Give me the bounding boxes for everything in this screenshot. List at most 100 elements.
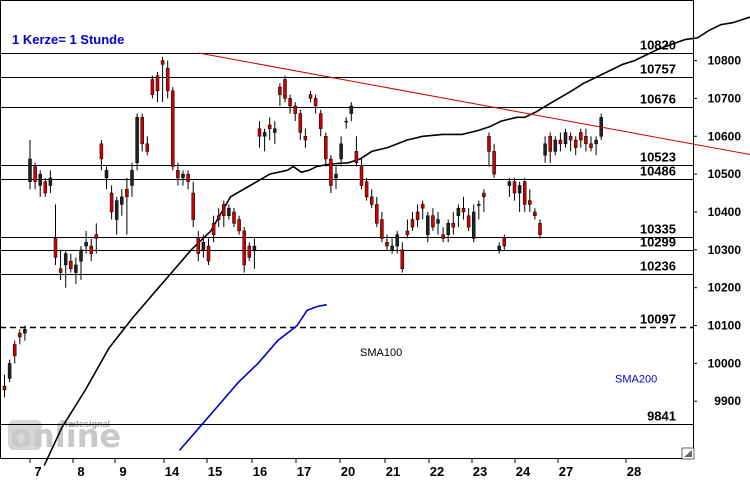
candle: [257, 121, 262, 148]
candle: [181, 170, 185, 186]
level-label-10299: 10299: [640, 235, 676, 250]
y-tick-label: 10300: [708, 243, 742, 257]
candle: [23, 325, 27, 341]
candle: [380, 211, 384, 243]
candle: [89, 238, 93, 262]
candle: [329, 155, 333, 194]
level-label-10757: 10757: [640, 62, 676, 77]
series-label-sma100: SMA100: [360, 347, 402, 359]
candle: [242, 227, 246, 273]
series-label-sma200: SMA200: [615, 373, 657, 385]
candle: [94, 223, 99, 254]
candle: [497, 242, 501, 254]
candle: [293, 102, 297, 122]
candle: [171, 87, 175, 171]
candle: [237, 215, 241, 235]
watermark-logo-text: online: [10, 417, 121, 455]
candle: [222, 200, 226, 228]
series-line-sma100: [43, 16, 750, 466]
y-tick-label: 9900: [714, 394, 741, 408]
x-tick-label: 28: [627, 464, 641, 479]
candle: [507, 177, 512, 197]
candle: [206, 238, 211, 265]
candle: [466, 208, 471, 231]
candle: [43, 177, 48, 197]
candle: [339, 136, 343, 167]
candle: [33, 162, 37, 190]
candle: [69, 253, 73, 273]
candle: [227, 204, 231, 220]
candle: [12, 340, 17, 364]
candle: [334, 166, 338, 190]
candle: [109, 185, 114, 220]
level-label-10236: 10236: [640, 259, 676, 274]
x-tick-label: 17: [297, 464, 311, 479]
candle: [471, 204, 476, 243]
candle: [410, 211, 415, 231]
candle: [451, 211, 456, 235]
candle: [308, 90, 313, 103]
y-tick-label: 10800: [708, 54, 742, 68]
level-label-10676: 10676: [640, 92, 676, 107]
x-tick-label: 20: [341, 464, 355, 479]
candle: [548, 132, 552, 163]
x-tick-label: 9: [119, 464, 126, 479]
candle: [400, 242, 405, 273]
corner-arrow-icon[interactable]: [681, 447, 695, 460]
candle: [247, 242, 252, 262]
series-line-sma200: [178, 303, 327, 451]
candle: [140, 113, 144, 152]
candle: [211, 215, 216, 243]
candle: [28, 140, 32, 190]
candle: [538, 219, 542, 239]
candle: [114, 196, 119, 235]
candle: [344, 117, 348, 129]
candle: [201, 234, 206, 258]
candle: [84, 230, 88, 254]
candle: [359, 158, 364, 190]
level-label-10335: 10335: [640, 222, 676, 237]
chart-subtitle: 1 Kerze= 1 Stunde: [12, 32, 124, 47]
candle: [589, 136, 593, 152]
y-tick-label: 10500: [708, 167, 742, 181]
candle: [232, 208, 236, 228]
level-label-10523: 10523: [640, 150, 676, 165]
x-tick-label: 8: [77, 464, 84, 479]
x-axis: 7 8 9 14 15 16 17 20 21 22 23 24 27 28: [29, 458, 641, 479]
x-tick-label: 7: [34, 464, 41, 479]
candle: [273, 121, 277, 144]
candle: [441, 227, 445, 243]
candle: [487, 132, 491, 167]
x-tick-label: 15: [208, 464, 222, 479]
candle: [456, 204, 461, 228]
candle: [528, 189, 532, 212]
x-tick-label: 22: [430, 464, 444, 479]
y-tick-label: 10600: [708, 129, 742, 143]
candle: [58, 249, 63, 281]
y-tick-label: 10700: [708, 91, 742, 105]
candle: [145, 136, 150, 156]
candle: [553, 136, 558, 156]
x-tick-label: 21: [386, 464, 400, 479]
candle: [431, 208, 435, 231]
candle: [216, 208, 221, 228]
candle: [390, 238, 394, 254]
candle: [262, 128, 267, 152]
candle: [7, 359, 12, 383]
candle: [533, 208, 537, 220]
candle: [436, 211, 440, 235]
candle: [482, 189, 486, 212]
candle: [298, 109, 303, 141]
candle: [283, 75, 287, 103]
x-tick-label: 23: [473, 464, 487, 479]
candle: [375, 196, 379, 228]
candle: [426, 211, 430, 243]
candle: [278, 83, 282, 106]
candle: [395, 230, 399, 254]
candle: [385, 234, 389, 250]
candle: [191, 181, 195, 228]
candle: [48, 170, 53, 194]
candle: [155, 71, 160, 103]
candle: [415, 204, 420, 228]
y-tick-label: 10400: [708, 205, 742, 219]
